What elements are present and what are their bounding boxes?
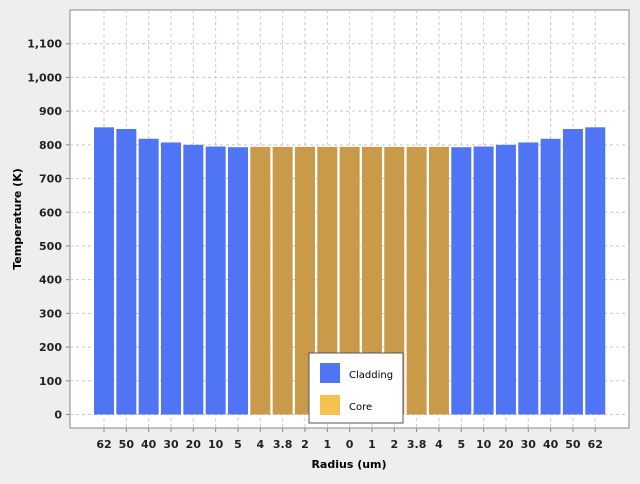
bar-cladding xyxy=(495,144,516,415)
bar-cladding xyxy=(585,127,606,415)
y-tick-label: 200 xyxy=(39,341,62,354)
legend-label-core: Core xyxy=(349,402,372,413)
x-tick-label: 1 xyxy=(323,438,331,451)
x-tick-label: 4 xyxy=(435,438,443,451)
bar-cladding xyxy=(160,142,181,415)
legend: Cladding Core xyxy=(308,352,404,424)
y-axis-ticks: 0 100 200 300 400 500 600 700 800 900 1,000 1,100 xyxy=(27,38,70,422)
x-tick-label: 10 xyxy=(208,438,224,451)
legend-swatch-core xyxy=(320,395,340,415)
y-tick-label: 300 xyxy=(39,307,62,320)
y-tick-label: 0 xyxy=(54,409,62,422)
x-tick-label: 62 xyxy=(96,438,111,451)
legend-label-cladding: Cladding xyxy=(349,370,393,381)
bar-core xyxy=(250,146,271,415)
y-tick-label: 600 xyxy=(39,206,62,219)
legend-swatch-cladding xyxy=(320,363,340,383)
x-tick-label: 4 xyxy=(256,438,264,451)
bar-cladding xyxy=(451,147,472,415)
bar-core xyxy=(339,146,360,415)
bar-cladding xyxy=(94,127,114,415)
x-tick-label: 40 xyxy=(543,438,559,451)
y-tick-label: 900 xyxy=(39,105,62,118)
y-axis-label: Temperature (K) xyxy=(11,168,24,270)
bar-core xyxy=(272,146,293,415)
x-tick-label: 3.8 xyxy=(407,438,427,451)
x-tick-label: 40 xyxy=(141,438,157,451)
y-tick-label: 500 xyxy=(39,240,62,253)
x-axis-label: Radius (um) xyxy=(311,458,386,471)
bar-core xyxy=(384,146,405,415)
x-tick-label: 10 xyxy=(476,438,492,451)
bars xyxy=(94,127,606,415)
bar-core xyxy=(406,146,427,415)
x-tick-label: 5 xyxy=(234,438,242,451)
x-tick-label: 2 xyxy=(301,438,309,451)
bar-cladding xyxy=(227,147,248,415)
y-tick-label: 1,000 xyxy=(27,71,62,84)
y-tick-label: 800 xyxy=(39,139,62,152)
x-tick-label: 50 xyxy=(119,438,135,451)
bar-cladding xyxy=(116,128,137,415)
bar-core xyxy=(317,146,338,415)
bar-core xyxy=(361,146,382,415)
y-tick-label: 100 xyxy=(39,375,62,388)
x-axis-ticks: 62 50 40 30 20 10 5 4 3.8 2 1 0 1 2 3.8 4 5 10 20 30 40 50 62 xyxy=(96,428,603,451)
bar-cladding xyxy=(518,142,539,415)
x-tick-label: 50 xyxy=(565,438,581,451)
x-tick-label: 2 xyxy=(390,438,398,451)
x-tick-label: 30 xyxy=(521,438,537,451)
x-tick-label: 62 xyxy=(588,438,603,451)
bar-cladding xyxy=(205,146,226,415)
bar-cladding xyxy=(562,128,583,415)
bar-cladding xyxy=(183,144,204,415)
bar-cladding xyxy=(540,138,561,415)
bar-core xyxy=(294,146,315,415)
x-tick-label: 1 xyxy=(368,438,376,451)
bar-cladding xyxy=(138,138,159,415)
y-tick-label: 700 xyxy=(39,173,62,186)
x-tick-label: 20 xyxy=(498,438,514,451)
bar-core xyxy=(428,146,449,415)
x-tick-label: 0 xyxy=(346,438,354,451)
y-tick-label: 1,100 xyxy=(27,38,62,51)
x-tick-label: 20 xyxy=(186,438,202,451)
x-tick-label: 3.8 xyxy=(273,438,293,451)
bar-cladding xyxy=(473,146,494,415)
y-tick-label: 400 xyxy=(39,274,62,287)
x-tick-label: 30 xyxy=(163,438,179,451)
x-tick-label: 5 xyxy=(457,438,465,451)
